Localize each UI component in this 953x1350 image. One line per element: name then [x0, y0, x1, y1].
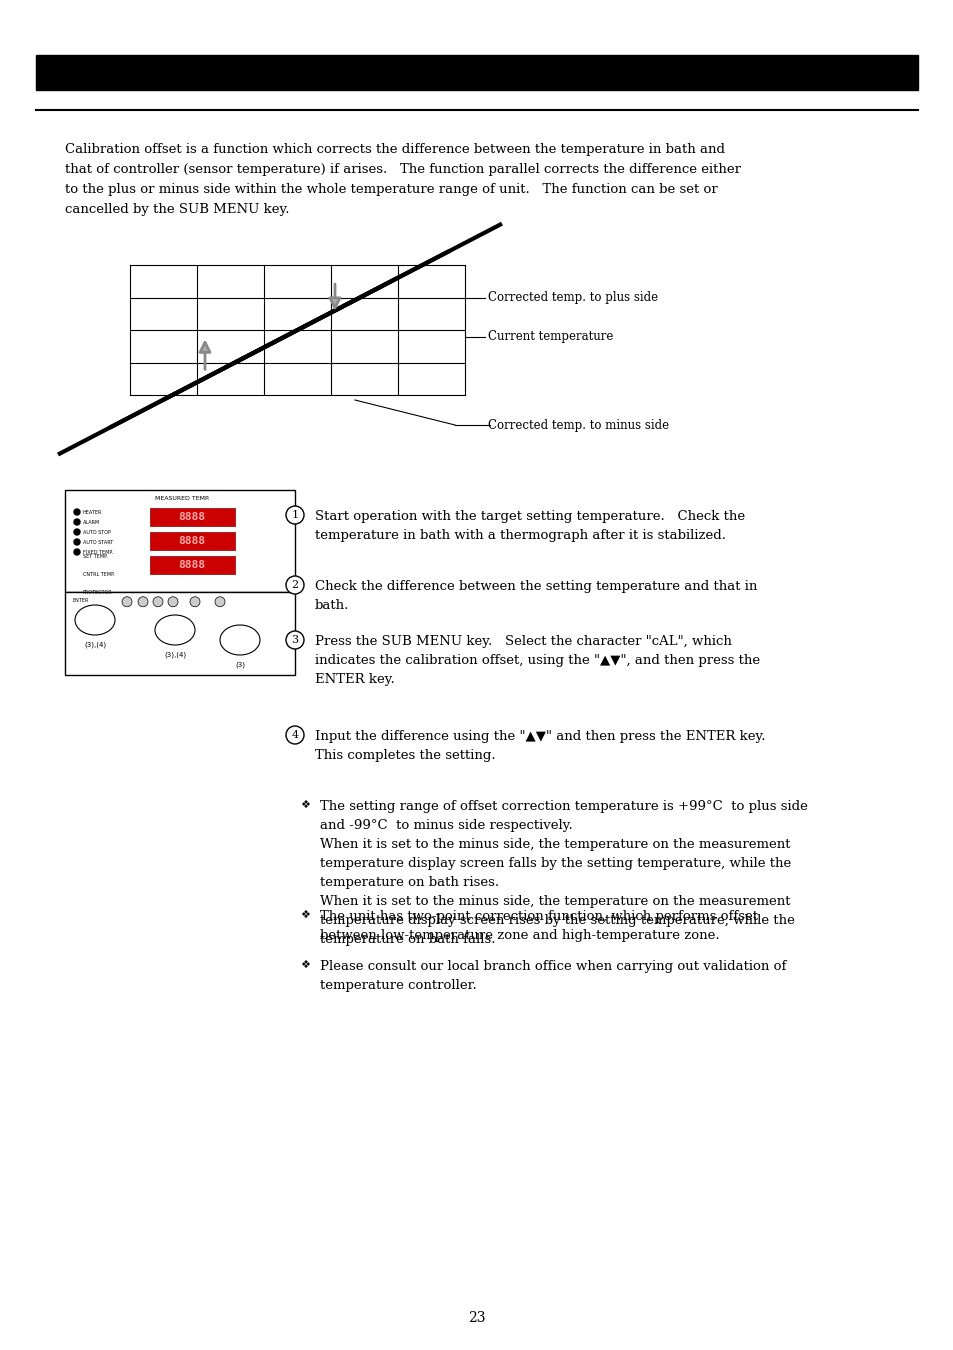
Text: AUTO START: AUTO START [83, 540, 113, 544]
Text: ALARM: ALARM [83, 520, 100, 525]
Text: The setting range of offset correction temperature is +99°C  to plus side: The setting range of offset correction t… [319, 801, 807, 813]
Text: 4: 4 [291, 730, 298, 740]
Text: ENTER key.: ENTER key. [314, 674, 395, 686]
Text: 8888: 8888 [178, 536, 205, 545]
Bar [150, 556, 234, 574]
Bar [65, 490, 294, 591]
Ellipse shape [220, 625, 260, 655]
Text: The unit has two-point correction function, which performs offset: The unit has two-point correction functi… [319, 910, 758, 923]
Text: When it is set to the minus side, the temperature on the measurement: When it is set to the minus side, the te… [319, 895, 790, 909]
Text: When it is set to the minus side, the temperature on the measurement: When it is set to the minus side, the te… [319, 838, 790, 850]
Text: Start operation with the target setting temperature.   Check the: Start operation with the target setting … [314, 510, 744, 522]
Bar [150, 508, 234, 526]
Text: FIXED TEMP.: FIXED TEMP. [83, 549, 112, 555]
Text: to the plus or minus side within the whole temperature range of unit.   The func: to the plus or minus side within the who… [65, 184, 717, 196]
Text: Corrected temp. to plus side: Corrected temp. to plus side [488, 292, 658, 304]
Circle shape [74, 529, 80, 535]
Circle shape [122, 597, 132, 606]
Text: 23: 23 [468, 1311, 485, 1324]
Circle shape [138, 597, 148, 606]
Bar [65, 591, 294, 675]
Text: temperature display screen falls by the setting temperature, while the: temperature display screen falls by the … [319, 857, 790, 869]
Text: ❖: ❖ [299, 910, 310, 919]
Text: bath.: bath. [314, 599, 349, 612]
Circle shape [286, 576, 304, 594]
Text: indicates the calibration offset, using the "▲▼", and then press the: indicates the calibration offset, using … [314, 653, 760, 667]
Circle shape [74, 518, 80, 525]
Text: Calibration offset is a function which corrects the difference between the tempe: Calibration offset is a function which c… [65, 143, 724, 157]
Text: CNTRL TEMP.: CNTRL TEMP. [83, 572, 114, 578]
Circle shape [286, 506, 304, 524]
Text: temperature on bath falls.: temperature on bath falls. [319, 933, 495, 946]
Text: Please consult our local branch office when carrying out validation of: Please consult our local branch office w… [319, 960, 785, 973]
Text: 1: 1 [291, 510, 298, 520]
Circle shape [74, 549, 80, 555]
Circle shape [74, 509, 80, 514]
Text: that of controller (sensor temperature) if arises.   The function parallel corre: that of controller (sensor temperature) … [65, 163, 740, 176]
Text: and -99°C  to minus side respectively.: and -99°C to minus side respectively. [319, 819, 572, 832]
Text: temperature controller.: temperature controller. [319, 979, 476, 992]
Text: (3),(4): (3),(4) [164, 652, 186, 659]
Text: cancelled by the SUB MENU key.: cancelled by the SUB MENU key. [65, 202, 289, 216]
Circle shape [286, 630, 304, 649]
Circle shape [190, 597, 200, 606]
Text: temperature display screen rises by the setting temperature, while the: temperature display screen rises by the … [319, 914, 794, 927]
Text: (3): (3) [234, 662, 245, 668]
Bar [36, 55, 917, 90]
Text: Check the difference between the setting temperature and that in: Check the difference between the setting… [314, 580, 757, 593]
Text: 8888: 8888 [178, 560, 205, 570]
Text: 2: 2 [291, 580, 298, 590]
Text: temperature on bath rises.: temperature on bath rises. [319, 876, 498, 890]
Text: This completes the setting.: This completes the setting. [314, 749, 496, 761]
Ellipse shape [154, 616, 194, 645]
Bar [150, 532, 234, 549]
Text: PROTECTOR: PROTECTOR [83, 590, 112, 595]
Text: 8888: 8888 [178, 512, 205, 522]
Circle shape [214, 597, 225, 606]
Text: Corrected temp. to minus side: Corrected temp. to minus side [488, 418, 668, 432]
Circle shape [152, 597, 163, 606]
Circle shape [74, 539, 80, 545]
Text: between low-temperature zone and high-temperature zone.: between low-temperature zone and high-te… [319, 929, 719, 942]
Ellipse shape [75, 605, 115, 634]
Text: temperature in bath with a thermograph after it is stabilized.: temperature in bath with a thermograph a… [314, 529, 725, 541]
Text: 3: 3 [291, 634, 298, 645]
Text: ❖: ❖ [299, 801, 310, 810]
Text: AUTO STOP: AUTO STOP [83, 529, 111, 535]
Text: ❖: ❖ [299, 960, 310, 971]
Text: Press the SUB MENU key.   Select the character "cAL", which: Press the SUB MENU key. Select the chara… [314, 634, 731, 648]
Circle shape [168, 597, 178, 606]
Text: (3),(4): (3),(4) [84, 643, 106, 648]
Text: SET TEMP.: SET TEMP. [83, 555, 108, 559]
Text: ENTER: ENTER [73, 598, 90, 602]
Circle shape [286, 726, 304, 744]
Text: Input the difference using the "▲▼" and then press the ENTER key.: Input the difference using the "▲▼" and … [314, 730, 764, 742]
Text: Current temperature: Current temperature [488, 329, 613, 343]
Text: MEASURED TEMP.: MEASURED TEMP. [154, 495, 210, 501]
Text: HEATER: HEATER [83, 509, 102, 514]
